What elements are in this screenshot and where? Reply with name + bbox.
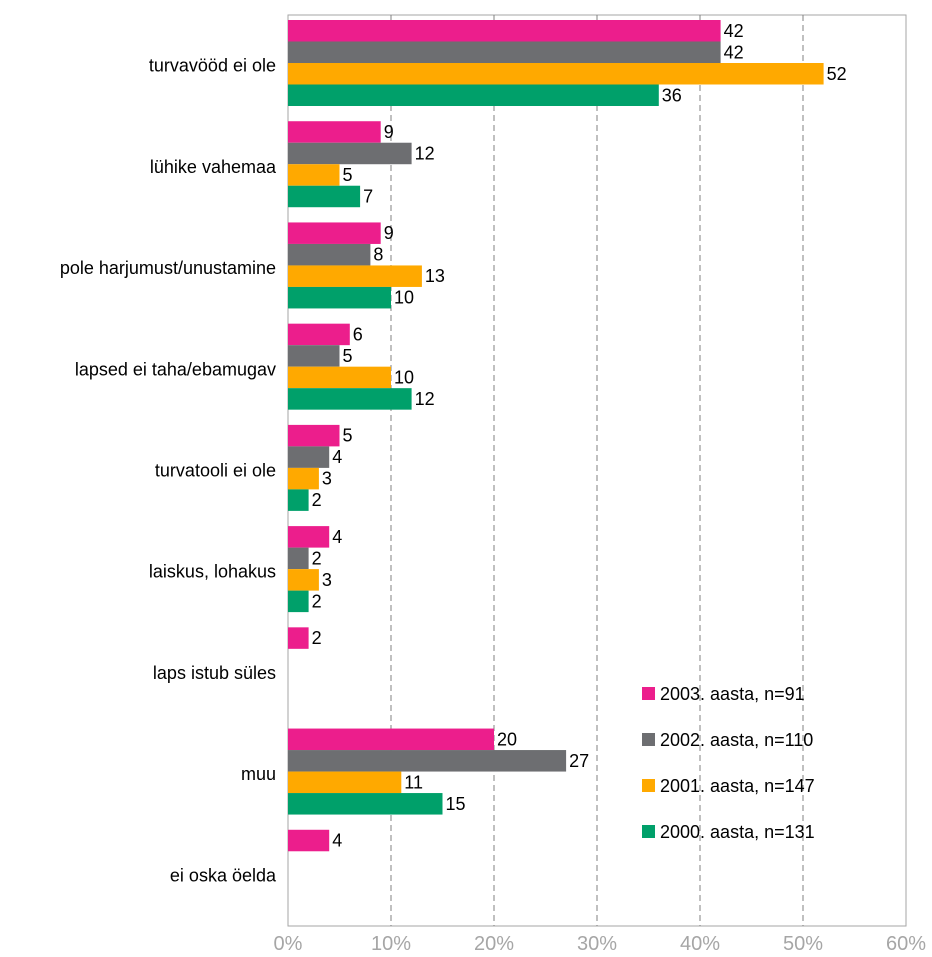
category-label: pole harjumust/unustamine (60, 258, 276, 278)
bar-value-label: 8 (373, 245, 383, 265)
bar (288, 323, 350, 346)
bar-value-label: 3 (322, 469, 332, 489)
category-label: laps istub süles (153, 663, 276, 683)
bar-value-label: 5 (343, 346, 353, 366)
bar (288, 84, 659, 106)
legend-swatch (642, 779, 655, 792)
category-label: ei oska öelda (170, 865, 277, 885)
bar-value-label: 2 (312, 490, 322, 510)
category-label: turvatooli ei ole (155, 461, 276, 481)
bar (288, 20, 721, 42)
bar-value-label: 11 (404, 772, 423, 792)
bar (288, 121, 381, 143)
bar (288, 728, 494, 751)
legend-swatch (642, 825, 655, 838)
bar (288, 185, 361, 208)
bar-value-label: 5 (343, 426, 353, 446)
x-tick-label: 30% (577, 933, 617, 952)
bar-value-label: 7 (363, 186, 373, 206)
legend-label: 2002. aasta, n=110 (660, 730, 813, 750)
bar-value-label: 13 (425, 266, 445, 286)
bar (288, 547, 309, 570)
bar-value-label: 36 (662, 85, 682, 105)
bar (288, 446, 330, 468)
bar (288, 366, 391, 389)
x-tick-label: 40% (680, 933, 720, 952)
legend-swatch (642, 733, 655, 746)
bar-value-label: 20 (497, 729, 517, 749)
bar-value-label: 42 (724, 42, 744, 62)
bar (288, 590, 309, 613)
bar (288, 526, 330, 548)
legend-swatch (642, 687, 655, 700)
x-tick-label: 10% (371, 933, 411, 952)
bar-value-label: 12 (415, 143, 435, 163)
bar-value-label: 52 (827, 64, 847, 84)
bar-value-label: 2 (312, 591, 322, 611)
bar-value-label: 6 (353, 324, 363, 344)
bar (288, 345, 340, 367)
category-label: lühike vahemaa (150, 157, 277, 177)
bar (288, 569, 319, 591)
bar (288, 627, 309, 649)
bar (288, 286, 391, 309)
bar (288, 265, 422, 287)
category-label: lapsed ei taha/ebamugav (75, 359, 276, 379)
bar-value-label: 3 (322, 570, 332, 590)
bar (288, 771, 402, 794)
category-label: turvavööd ei ole (149, 56, 276, 76)
bar (288, 41, 721, 63)
bar (288, 63, 824, 85)
bar-value-label: 15 (446, 794, 466, 814)
bar-value-label: 27 (569, 751, 589, 771)
x-tick-label: 0% (274, 933, 303, 952)
x-tick-label: 20% (474, 933, 514, 952)
bar (288, 142, 412, 165)
bar-value-label: 2 (312, 628, 322, 648)
bar (288, 467, 319, 490)
bar (288, 489, 309, 511)
x-tick-label: 50% (783, 933, 823, 952)
category-label: muu (241, 764, 276, 784)
legend-label: 2003. aasta, n=91 (660, 684, 805, 704)
bar (288, 222, 381, 244)
bar-value-label: 5 (343, 165, 353, 185)
bar (288, 793, 443, 815)
bar-value-label: 12 (415, 389, 435, 409)
bar (288, 829, 330, 852)
bar (288, 388, 412, 410)
bar (288, 243, 371, 266)
x-tick-label: 60% (886, 933, 926, 952)
bar-value-label: 4 (332, 831, 342, 851)
category-label: laiskus, lohakus (149, 562, 276, 582)
bar-value-label: 2 (312, 548, 322, 568)
bar-value-label: 9 (384, 122, 394, 142)
bar (288, 424, 340, 447)
bar-value-label: 9 (384, 223, 394, 243)
bar-value-label: 10 (394, 367, 414, 387)
bar-value-label: 10 (394, 288, 414, 308)
bar (288, 750, 567, 772)
bar-value-label: 42 (724, 21, 744, 41)
legend-label: 2001. aasta, n=147 (660, 776, 815, 796)
bar-value-label: 4 (332, 447, 342, 467)
legend-label: 2000. aasta, n=131 (660, 822, 815, 842)
bar-value-label: 4 (332, 527, 342, 547)
bar (288, 164, 340, 186)
